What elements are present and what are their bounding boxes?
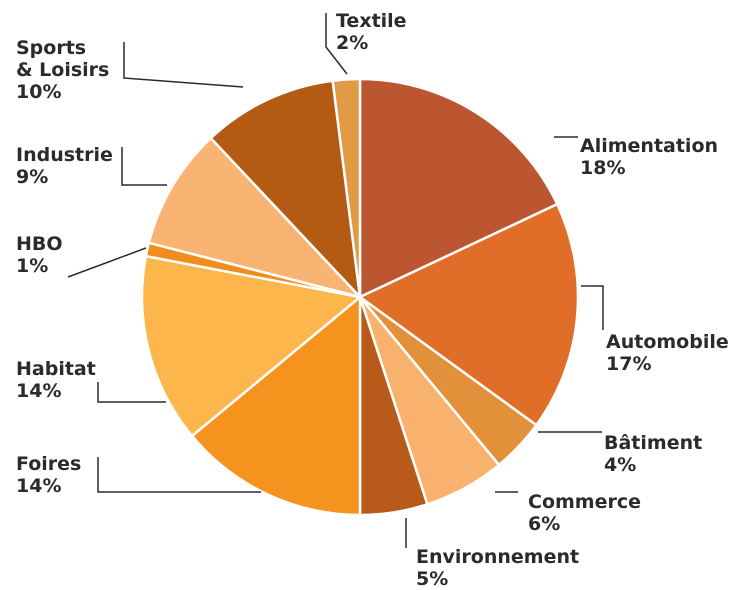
leader-lines [67,13,604,548]
pie-slice-alimentation [358,77,559,299]
slice-label-sports-loisirs: Sports & Loisirs 10% [16,37,109,103]
slice-label-industrie: Industrie 9% [16,144,113,188]
leader-line-industrie [121,147,167,186]
slice-label-environnement: Environnement 5% [416,546,579,590]
slice-label-foires: Foires 14% [16,453,81,497]
leader-line-hbo [67,247,147,278]
pie-slice-textile [331,77,362,299]
slice-labels: Alimentation 18% Automobile 17% Bâtiment 4% Co… [16,10,729,590]
leader-line-habitat [97,382,166,403]
leader-line-foires [97,457,261,493]
pie-slice-automobile [358,202,580,427]
leader-line-textile [325,13,348,75]
leader-line-sports-loisirs [123,42,244,88]
slice-label-commerce: Commerce 6% [528,491,641,535]
pie-slice-sports-loisirs [209,79,362,299]
pie-slice-habitat [140,254,362,438]
leader-line-automobile [581,285,604,330]
slice-label-hbo: HBO 1% [16,233,63,277]
pie-slice-foires [190,295,362,517]
pie-slices [140,77,580,517]
slice-label-habitat: Habitat 14% [16,358,96,402]
pie-slice-industrie [147,136,362,299]
slice-label-textile: Textile 2% [336,10,407,54]
slice-label-automobile: Automobile 17% [606,331,729,375]
slice-label-batiment: Bâtiment 4% [604,432,702,476]
slice-label-alimentation: Alimentation 18% [580,135,718,179]
